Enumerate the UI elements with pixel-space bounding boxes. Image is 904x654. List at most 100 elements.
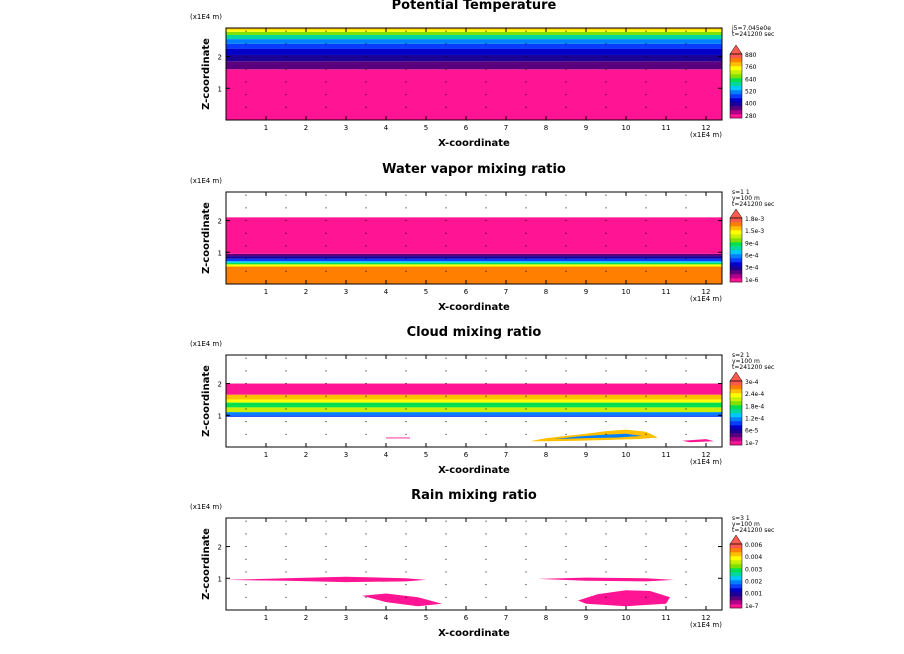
- colorbar-swatch: [730, 417, 742, 422]
- grid-dot: [325, 558, 327, 560]
- grid-dot: [245, 81, 247, 83]
- grid-dot: [525, 520, 527, 522]
- colorbar-label: 0.006: [745, 542, 762, 549]
- colorbar-swatch: [730, 437, 742, 442]
- grid-dot: [285, 194, 287, 196]
- contour-band: [226, 256, 722, 259]
- grid-dot: [726, 421, 727, 422]
- grid-dot: [525, 571, 527, 573]
- grid-dot: [645, 220, 647, 222]
- grid-dot: [485, 558, 487, 560]
- grid-dot: [685, 194, 687, 196]
- grid-dot: [605, 106, 607, 108]
- colorbar-swatch: [730, 564, 742, 569]
- grid-dot: [365, 421, 367, 423]
- grid-dot: [605, 370, 607, 372]
- colorbar-label: 2.4e-4: [745, 391, 764, 398]
- grid-dot: [605, 596, 607, 598]
- grid-dot: [325, 546, 327, 548]
- grid-dot: [245, 106, 247, 108]
- grid-dot: [365, 408, 367, 410]
- grid-dot: [685, 571, 687, 573]
- colorbar-swatch: [730, 266, 742, 271]
- grid-dot: [565, 30, 567, 32]
- grid-dot: [685, 68, 687, 70]
- colorbar-swatch: [730, 270, 742, 275]
- colorbar-swatch: [730, 70, 742, 75]
- grid-dot: [325, 43, 327, 45]
- colorbar-swatch: [730, 106, 742, 111]
- grid-dot: [245, 408, 247, 410]
- z-tick-label: 2: [218, 381, 222, 389]
- colorbar-frame: [729, 380, 743, 446]
- grid-dot: [245, 94, 247, 96]
- colorbar-swatch: [730, 278, 742, 283]
- grid-dot: [405, 81, 407, 83]
- grid-dot: [325, 584, 327, 586]
- x-tick-label: 12: [702, 124, 711, 132]
- grid-dot: [525, 30, 527, 32]
- info-text: t=241200 sec: [732, 31, 774, 38]
- grid-dot: [325, 433, 327, 435]
- x-tick-label: 8: [544, 124, 548, 132]
- chart-title: Water vapor mixing ratio: [382, 162, 566, 177]
- grid-dot: [525, 383, 527, 385]
- colorbar-swatch: [730, 98, 742, 103]
- grid-dot: [405, 270, 407, 272]
- colorbar-swatch: [730, 552, 742, 557]
- grid-dot: [445, 596, 447, 598]
- grid-dot: [565, 520, 567, 522]
- grid-dot: [525, 584, 527, 586]
- grid-dot: [605, 220, 607, 222]
- grid-dot: [445, 43, 447, 45]
- x-tick-label: 11: [662, 451, 671, 459]
- grid-dot: [565, 245, 567, 247]
- colorbar-swatch: [730, 401, 742, 406]
- x-unit-label: (x1E4 m): [690, 295, 722, 303]
- grid-dot: [285, 433, 287, 435]
- grid-dot: [405, 546, 407, 548]
- grid-dot: [245, 546, 247, 548]
- grid-dot: [245, 30, 247, 32]
- grid-dot: [405, 395, 407, 397]
- grid-dot: [485, 408, 487, 410]
- grid-dot: [645, 106, 647, 108]
- grid-dot: [405, 68, 407, 70]
- grid-dot: [285, 30, 287, 32]
- colorbar-swatch: [730, 576, 742, 581]
- colorbar-arrow: [729, 208, 743, 219]
- x-tick-label: 5: [424, 288, 428, 296]
- x-tick-label: 2: [304, 614, 308, 622]
- grid-dot: [325, 220, 327, 222]
- contour-band: [226, 407, 722, 413]
- grid-dot: [685, 56, 687, 58]
- grid-dot: [365, 584, 367, 586]
- colorbar-label: 3e-4: [745, 265, 759, 272]
- grid-dot: [645, 68, 647, 70]
- grid-dot: [405, 56, 407, 58]
- grid-dot: [285, 207, 287, 209]
- colorbar-swatch: [730, 54, 742, 59]
- grid-dot: [485, 106, 487, 108]
- grid-dot: [405, 421, 407, 423]
- grid-dot: [525, 68, 527, 70]
- contour-band: [226, 54, 722, 62]
- grid-dot: [726, 233, 727, 234]
- grid-dot: [325, 270, 327, 272]
- grid-dot: [445, 258, 447, 260]
- colorbar-label: 280: [745, 113, 757, 120]
- grid-dot: [525, 433, 527, 435]
- grid-dot: [645, 194, 647, 196]
- grid-dot: [605, 433, 607, 435]
- grid-dot: [645, 395, 647, 397]
- grid-dot: [605, 408, 607, 410]
- grid-dot: [285, 357, 287, 359]
- grid-dot: [605, 558, 607, 560]
- colorbar-label: 0.002: [745, 578, 762, 585]
- grid-dot: [726, 207, 727, 208]
- colorbar-swatch: [730, 234, 742, 239]
- grid-dot: [285, 270, 287, 272]
- grid-dot: [245, 207, 247, 209]
- colorbar-swatch: [730, 409, 742, 414]
- grid-dot: [445, 584, 447, 586]
